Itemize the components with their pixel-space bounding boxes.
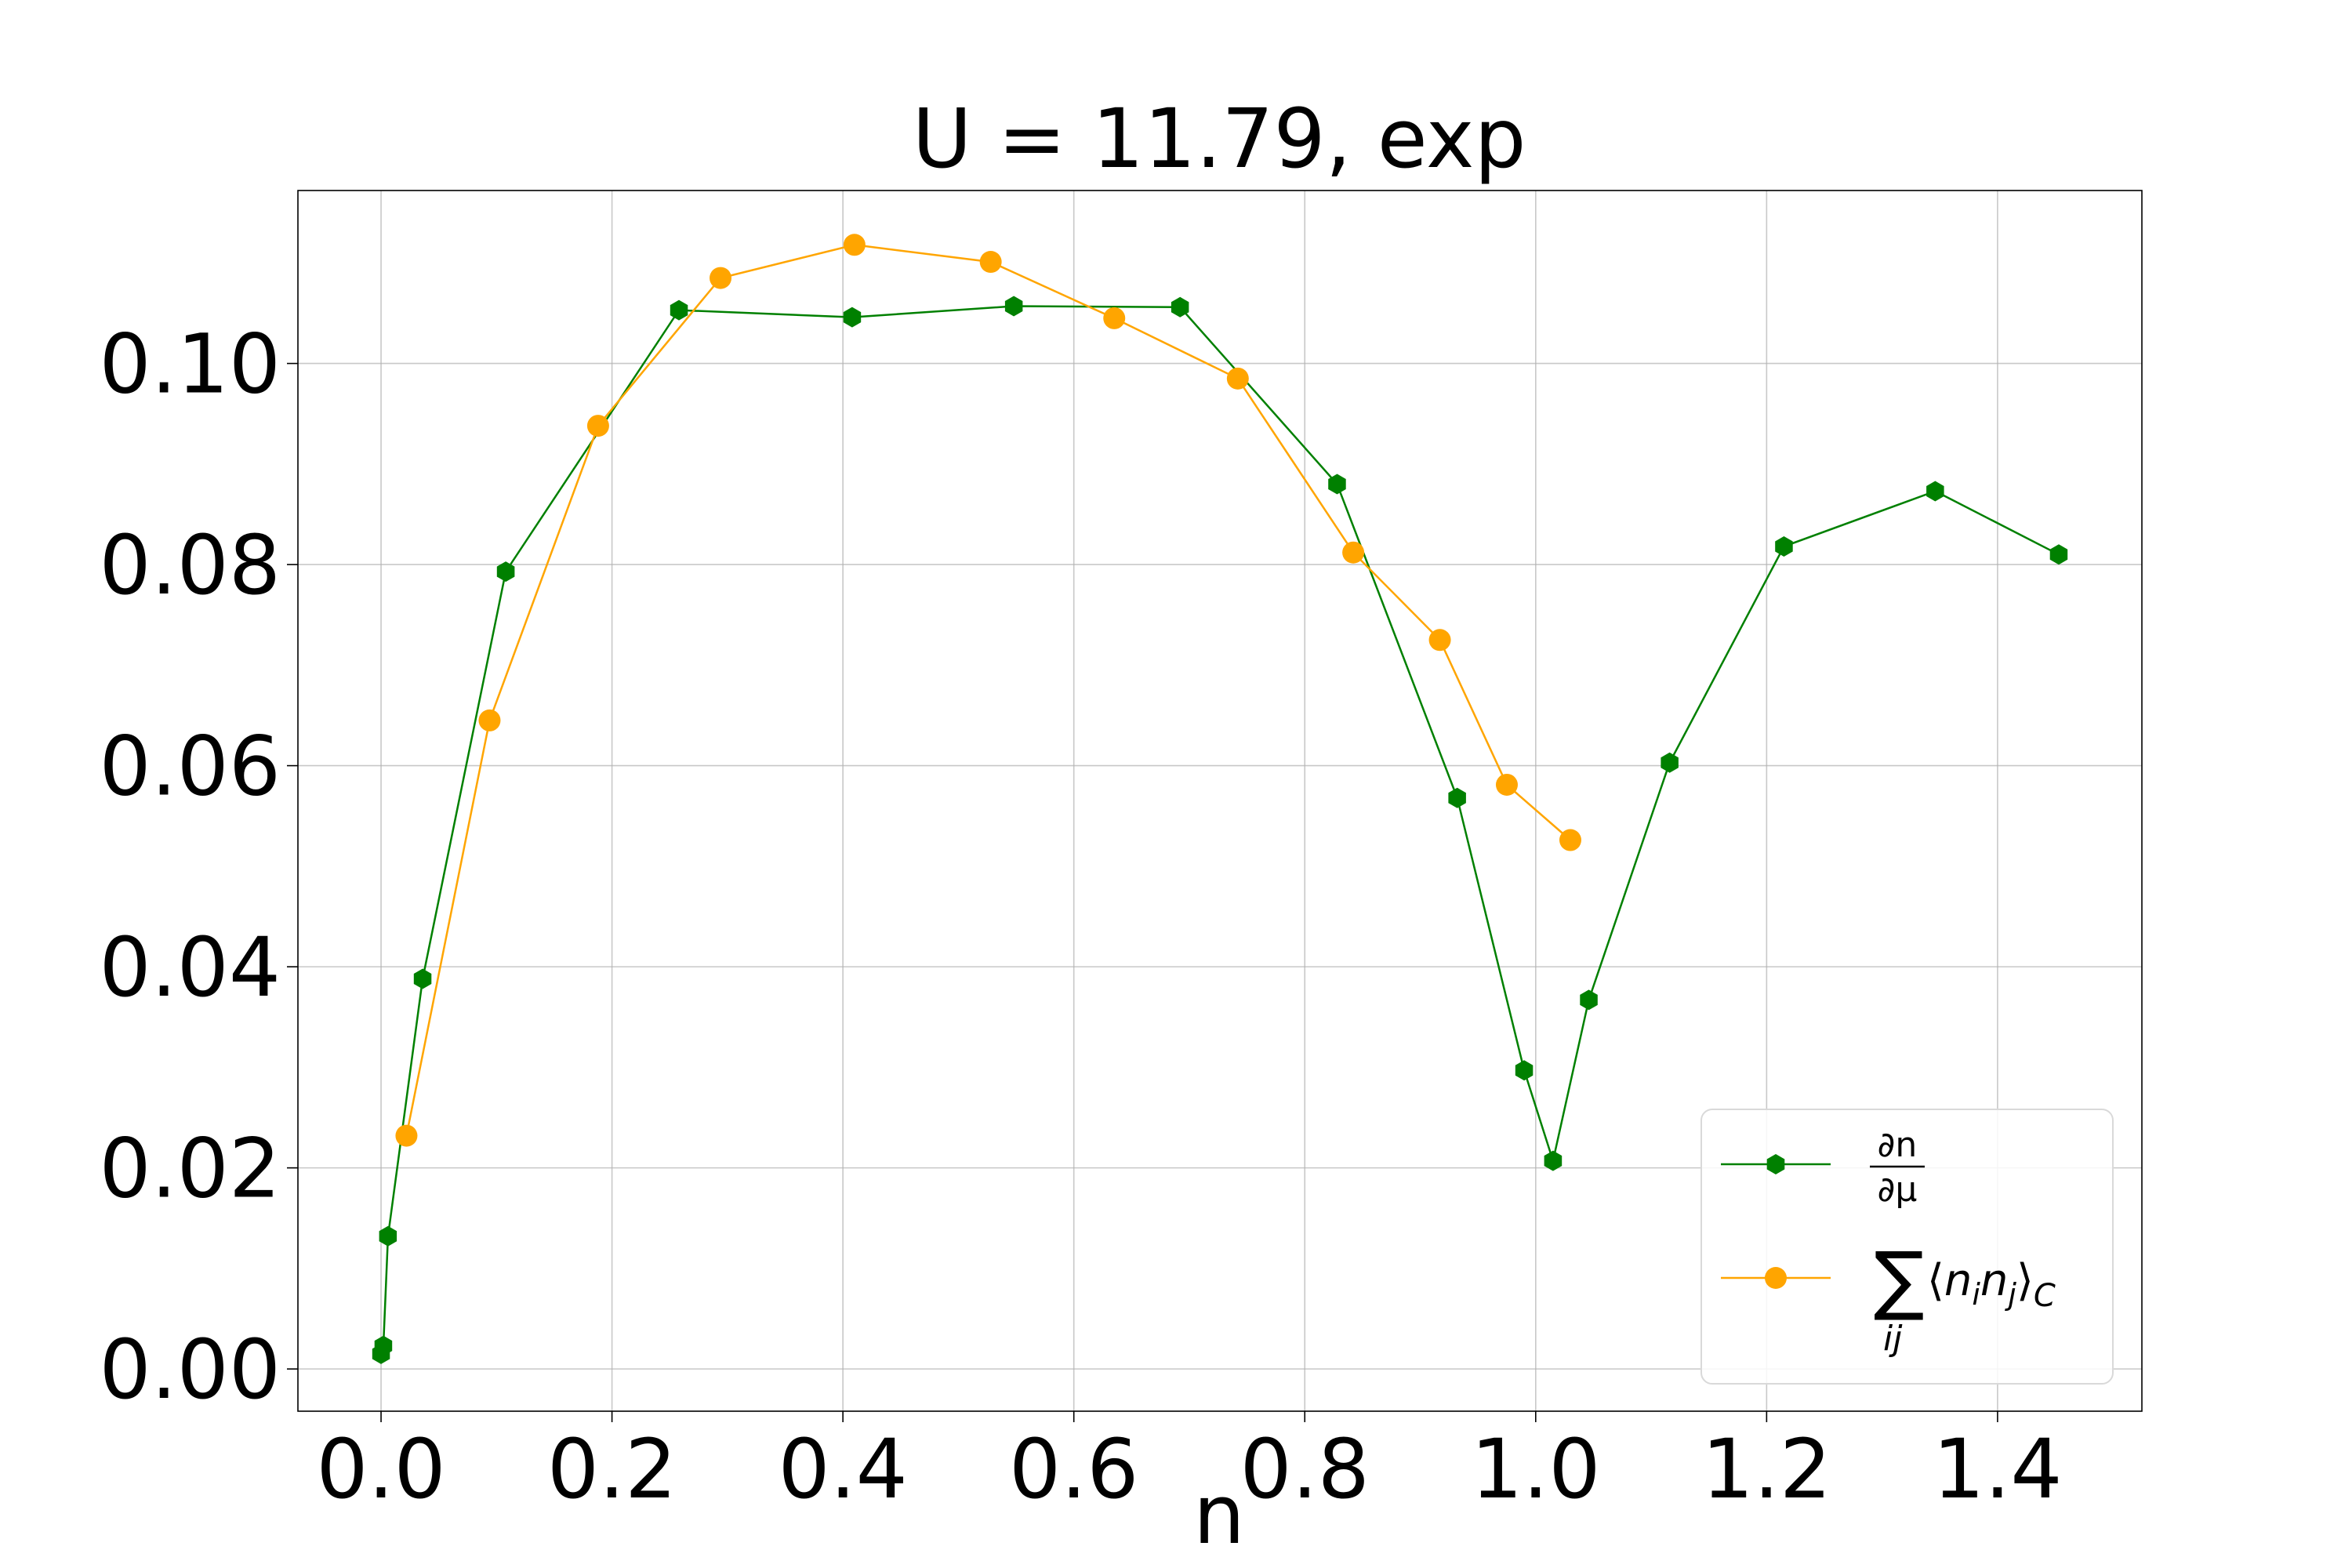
x-axis-label: n [1193, 1467, 1245, 1563]
plot-frame [297, 190, 2143, 1412]
series-line-2 [405, 244, 1571, 1136]
data-point [1342, 541, 1365, 564]
legend-marker-series-1 [1766, 1154, 1785, 1174]
data-point [1926, 481, 1944, 502]
data-point [670, 299, 688, 321]
data-point [843, 234, 866, 256]
legend-box [1700, 1109, 2114, 1385]
x-tick-label: 0.8 [1240, 1421, 1370, 1517]
axis-ticks: 0.0 0.2 0.4 0.6 0.8 1.0 1.2 1.4 0.00 0.02 0.04 0.06… [99, 317, 2062, 1517]
data-point [1226, 367, 1249, 390]
data-point [413, 968, 432, 989]
data-point [1495, 773, 1518, 796]
data-point [1004, 296, 1023, 317]
x-tick-label: 0.0 [316, 1421, 445, 1517]
legend-label-2-sum: ∑ [1874, 1236, 1925, 1323]
data-point [1428, 629, 1451, 652]
x-tick-label: 0.6 [1009, 1421, 1138, 1517]
data-point [1661, 752, 1679, 773]
data-point [1448, 787, 1466, 808]
legend-label-series-1: ∂n ∂μ [1870, 1125, 1925, 1210]
data-point [710, 267, 732, 289]
data-point [1559, 829, 1581, 851]
data-point [379, 1225, 397, 1247]
data-point [1328, 474, 1346, 495]
legend: ∂n ∂μ ∑ ij ⟨ninj⟩C [1700, 1109, 2114, 1385]
x-tick-label: 1.2 [1702, 1421, 1831, 1517]
data-point [1544, 1150, 1563, 1171]
series-line-1 [379, 305, 2060, 1355]
y-tick-label: 0.06 [99, 719, 281, 815]
x-tick-label: 0.4 [778, 1421, 907, 1517]
x-tick-label: 1.0 [1471, 1421, 1600, 1517]
legend-label-2-sum-index: ij [1883, 1319, 1903, 1359]
data-point [1103, 307, 1126, 329]
chart-title: U = 11.79, exp [913, 91, 1526, 187]
data-point [395, 1124, 418, 1147]
grid [298, 191, 2142, 1411]
legend-label-series-2: ∑ ij ⟨ninj⟩C [1874, 1236, 2056, 1359]
plot-series [372, 234, 2068, 1364]
data-point [496, 561, 515, 583]
data-point [979, 251, 1002, 274]
legend-marker-series-2 [1765, 1267, 1787, 1289]
data-point [374, 1335, 393, 1356]
y-tick-label: 0.00 [99, 1322, 281, 1417]
series-2 [395, 234, 1581, 1147]
legend-label-1-denominator: ∂μ [1878, 1170, 1918, 1210]
data-point [1580, 989, 1598, 1011]
y-tick-label: 0.04 [99, 920, 281, 1015]
y-tick-label: 0.02 [99, 1121, 281, 1217]
data-point [1171, 296, 1189, 318]
series-1 [372, 296, 2068, 1364]
y-tick-label: 0.08 [99, 517, 281, 613]
data-point [1515, 1060, 1534, 1081]
x-tick-label: 1.4 [1933, 1421, 2062, 1517]
y-tick-label: 0.10 [99, 317, 281, 412]
data-point [2049, 544, 2068, 565]
legend-label-1-numerator: ∂n [1878, 1125, 1918, 1165]
x-tick-label: 0.2 [547, 1421, 677, 1517]
data-point [586, 415, 609, 437]
data-point [478, 709, 501, 731]
data-point [843, 307, 862, 328]
data-point [1775, 536, 1793, 557]
